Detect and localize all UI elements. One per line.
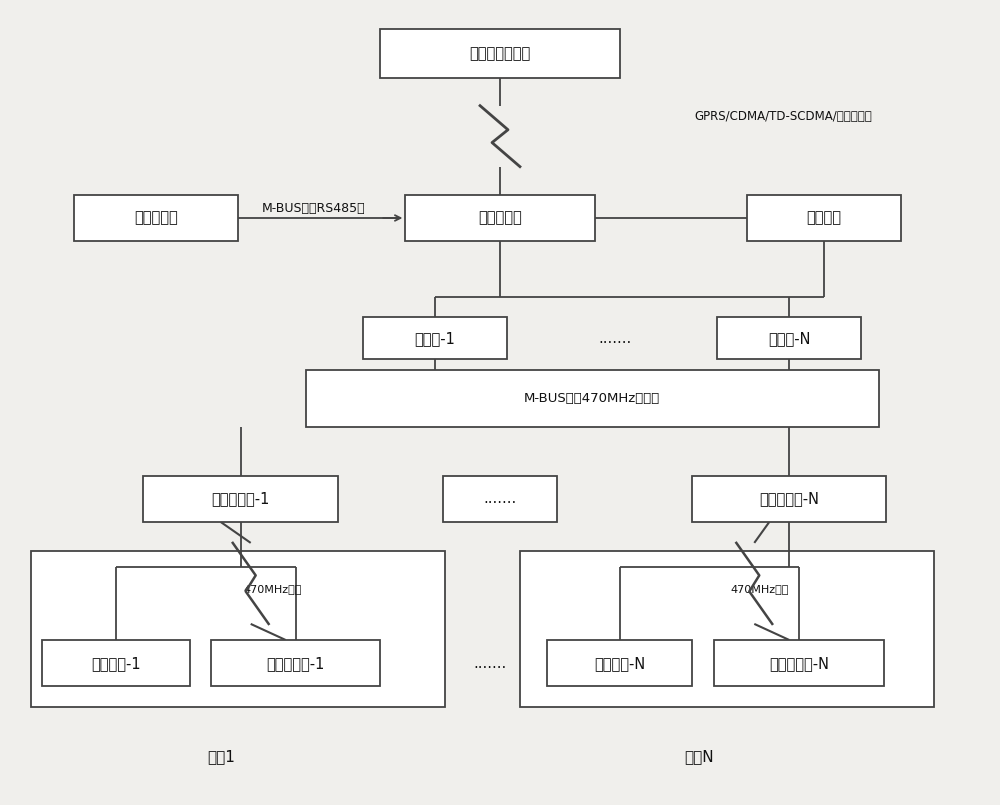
Text: 数据存储服务器: 数据存储服务器 xyxy=(469,46,531,61)
Text: 室温控制器-N: 室温控制器-N xyxy=(769,656,829,671)
Text: 中继器-N: 中继器-N xyxy=(768,331,810,346)
Bar xyxy=(42,640,190,687)
Bar xyxy=(747,195,901,242)
Bar xyxy=(74,195,238,242)
Text: 通断控制器-N: 通断控制器-N xyxy=(759,491,819,506)
Bar xyxy=(31,551,445,708)
Text: 470MHz无线: 470MHz无线 xyxy=(243,584,302,593)
Text: 用户1: 用户1 xyxy=(207,749,235,765)
Text: 供电电源: 供电电源 xyxy=(807,210,842,225)
Bar xyxy=(306,370,879,427)
Bar xyxy=(717,317,861,359)
Text: 通断控制器-1: 通断控制器-1 xyxy=(212,491,270,506)
Bar xyxy=(714,640,884,687)
Text: 楼栋热量表: 楼栋热量表 xyxy=(134,210,178,225)
Bar xyxy=(547,640,692,687)
Bar xyxy=(363,317,507,359)
Text: GPRS/CDMA/TD-SCDMA/以太网接口: GPRS/CDMA/TD-SCDMA/以太网接口 xyxy=(694,109,872,122)
Text: .......: ....... xyxy=(483,491,517,506)
Bar xyxy=(211,640,380,687)
Text: 中继器-1: 中继器-1 xyxy=(415,331,456,346)
Text: M-BUS（或RS485）: M-BUS（或RS485） xyxy=(262,202,365,215)
Bar xyxy=(520,551,934,708)
Text: 采集计算器: 采集计算器 xyxy=(478,210,522,225)
Bar xyxy=(443,476,557,522)
Text: M-BUS（或470MHz无线）: M-BUS（或470MHz无线） xyxy=(524,392,660,405)
Text: 470MHz无线: 470MHz无线 xyxy=(730,584,788,593)
Text: 用户N: 用户N xyxy=(685,749,714,765)
Text: 室温控制器-1: 室温控制器-1 xyxy=(266,656,325,671)
Bar xyxy=(143,476,338,522)
Bar xyxy=(405,195,595,242)
Text: .......: ....... xyxy=(473,656,507,671)
Bar xyxy=(692,476,886,522)
Text: 电动阀门-N: 电动阀门-N xyxy=(594,656,645,671)
Text: 电动阀门-1: 电动阀门-1 xyxy=(91,656,141,671)
Text: .......: ....... xyxy=(598,331,631,346)
Bar xyxy=(380,30,620,77)
